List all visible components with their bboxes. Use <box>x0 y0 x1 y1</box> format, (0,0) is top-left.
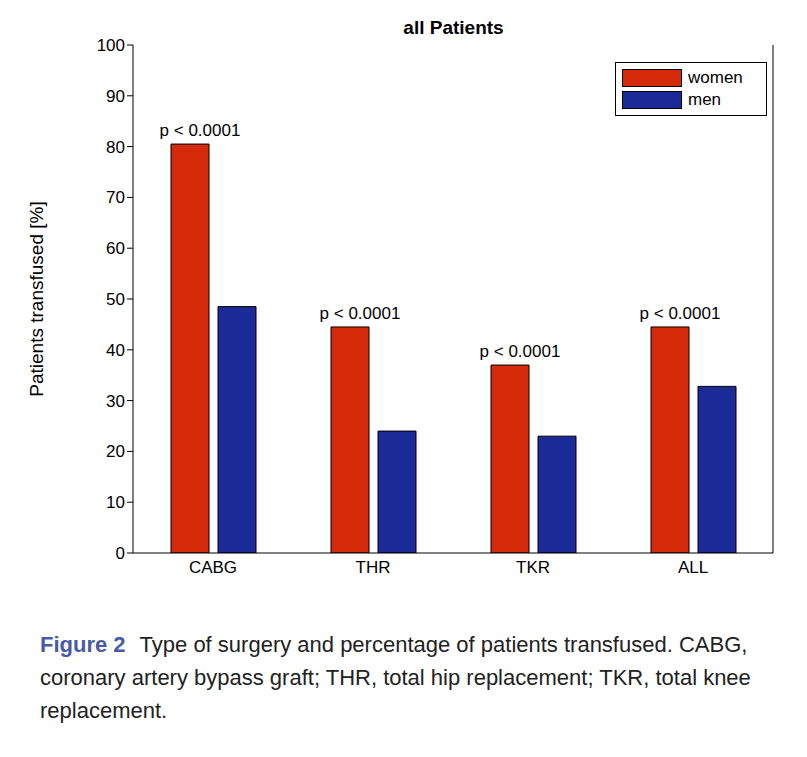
svg-text:90: 90 <box>106 87 125 106</box>
html-text:women: women <box>688 68 743 87</box>
svg-text:60: 60 <box>106 239 125 258</box>
svg-text:ALL: ALL <box>678 558 708 577</box>
svg-text:70: 70 <box>106 188 125 207</box>
html-text:men: men <box>688 90 722 109</box>
svg-text:p < 0.0001: p < 0.0001 <box>320 304 401 323</box>
svg-text:p < 0.0001: p < 0.0001 <box>640 304 721 323</box>
svg-text:CABG: CABG <box>189 558 237 577</box>
svg-text:20: 20 <box>106 442 125 461</box>
svg-text:40: 40 <box>106 341 125 360</box>
svg-text:TKR: TKR <box>516 558 550 577</box>
svg-text:80: 80 <box>106 138 125 157</box>
html-text:Type of surgery and percentage: Type of surgery and percentage of patien… <box>40 632 751 723</box>
svg-text:100: 100 <box>97 36 125 55</box>
svg-text:10: 10 <box>106 493 125 512</box>
svg-text:p < 0.0001: p < 0.0001 <box>160 121 241 140</box>
svg-text:0: 0 <box>116 544 125 563</box>
svg-text:all Patients: all Patients <box>403 17 503 38</box>
svg-text:30: 30 <box>106 392 125 411</box>
html-text:Figure 2: Figure 2 <box>40 632 126 657</box>
svg-text:THR: THR <box>356 558 391 577</box>
svg-text:p < 0.0001: p < 0.0001 <box>480 342 561 361</box>
svg-text:50: 50 <box>106 290 125 309</box>
svg-text:Patients transfused [%]: Patients transfused [%] <box>26 201 47 396</box>
